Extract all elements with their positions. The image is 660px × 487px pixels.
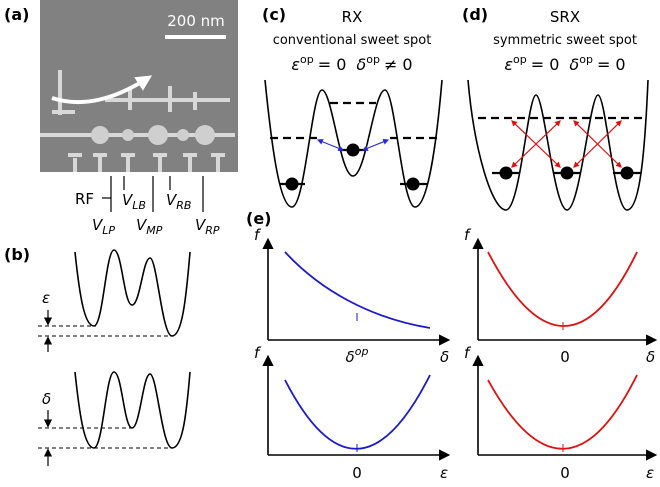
panel-label: (c) [262,5,286,24]
scale-bar-label: 200 nm [167,12,225,30]
condition: εop = 0 δop ≠ 0 [291,53,412,74]
gate-label: VRB [166,191,191,212]
x-axis-label: δ [440,348,449,366]
gate-leads [102,176,204,212]
rf-label: RF [75,190,94,208]
gate-label: VLB [122,191,146,212]
tick-label: 0 [560,464,570,482]
x-axis-label: ε [646,464,654,482]
tick-label: 0 [560,348,570,366]
tick-label: δop [346,345,369,366]
epsilon-label: ε [42,289,50,307]
axes [262,237,658,461]
tick-label: 0 [352,464,362,482]
panel-subtitle: conventional sweet spot [273,33,432,48]
panel-label: (a) [4,5,29,24]
panel-label: (e) [246,209,271,228]
gate-label: VLP [92,216,115,237]
panel-label: (b) [4,245,30,264]
gate-label: VMP [136,216,163,237]
x-axis-label: δ [646,348,655,366]
srx-potential [467,79,649,211]
x-axis-label: ε [440,464,448,482]
panel-title: RX [342,8,363,26]
y-axis-label: f [464,226,472,244]
y-axis-label: f [464,344,472,362]
panel-label: (d) [462,5,488,24]
y-axis-label: f [254,344,262,362]
rx-potential [264,79,443,208]
frequency-curves [284,251,638,452]
potential-delta [38,371,191,466]
panel-title: SRX [550,8,580,26]
panel-subtitle: symmetric sweet spot [493,33,637,48]
delta-label: δ [42,390,51,408]
gate-label: VRP [195,216,220,237]
sem-image [40,0,238,172]
condition: εop = 0 δop = 0 [504,53,625,74]
potential-epsilon [38,249,191,352]
y-axis-label: f [254,226,262,244]
